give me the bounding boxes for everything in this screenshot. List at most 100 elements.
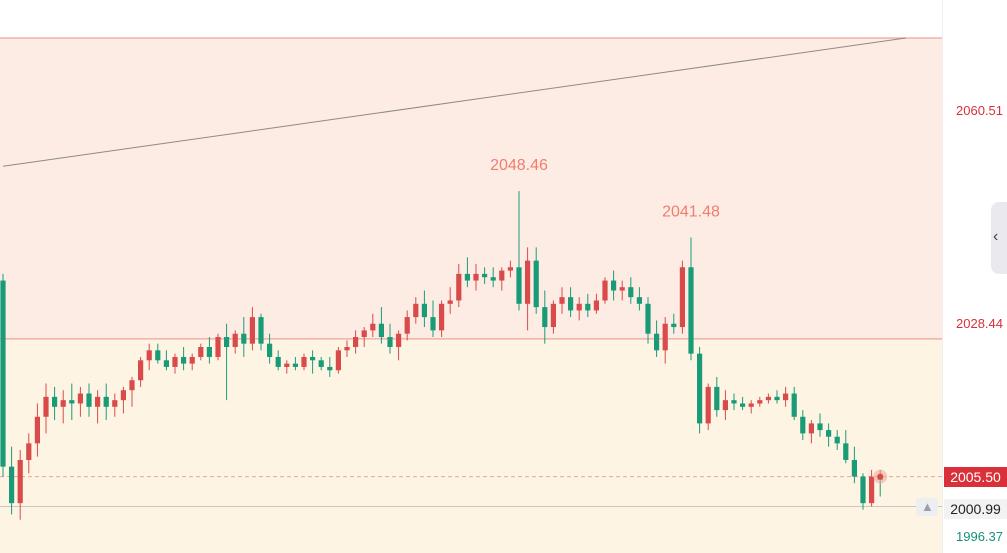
candle-up	[344, 347, 350, 351]
candle-down	[628, 287, 634, 298]
candle-up	[525, 260, 531, 304]
candle-down	[52, 396, 58, 407]
candle-down	[826, 430, 832, 437]
candle-down	[533, 260, 539, 308]
candle-up	[404, 317, 410, 334]
candle-up	[413, 303, 419, 318]
collapse-panel-button[interactable]: ‹	[991, 202, 1007, 274]
candle-down	[654, 333, 660, 351]
price-axis-tick: 2060.51	[956, 103, 1003, 119]
candle-down	[774, 396, 780, 401]
bell-icon: ▲	[921, 498, 934, 514]
candle-down	[697, 353, 703, 424]
candle-down	[645, 303, 651, 334]
price-alert-button[interactable]: ▲	[916, 497, 938, 516]
candle-down	[258, 317, 264, 344]
candle-down	[714, 386, 720, 411]
trendline	[2, 37, 907, 167]
candle-down	[387, 337, 393, 347]
candle-up	[249, 317, 255, 344]
candle-up	[619, 287, 625, 291]
candle-up	[808, 423, 814, 434]
candle-down	[671, 323, 677, 328]
support-zone	[0, 338, 942, 553]
candle-down	[731, 400, 737, 404]
candle-up	[34, 416, 40, 444]
candle-down	[421, 303, 427, 318]
resistance-zone	[0, 38, 942, 339]
current-price-tag: 2005.50	[944, 466, 1007, 487]
candle-down	[0, 280, 6, 467]
candle-down	[636, 297, 642, 304]
candle-up	[60, 400, 66, 407]
candle-down	[740, 403, 746, 407]
candle-down	[206, 347, 212, 357]
candle-up	[559, 297, 565, 304]
candle-up	[662, 323, 668, 351]
candle-up	[138, 360, 144, 381]
candle-up	[396, 333, 402, 347]
candle-down	[817, 423, 823, 431]
high-price-label: 2048.46	[490, 157, 548, 174]
candle-up	[189, 356, 195, 364]
candle-up	[507, 267, 513, 271]
candle-up	[172, 356, 178, 367]
candle-down	[688, 267, 694, 354]
candle-up	[17, 459, 23, 504]
candle-up	[26, 443, 32, 460]
candle-down	[542, 307, 548, 328]
candle-up	[439, 303, 445, 331]
candle-up	[112, 400, 118, 407]
candle-down	[834, 436, 840, 444]
candle-down	[860, 476, 866, 504]
candle-up	[748, 403, 754, 407]
candle-down	[851, 459, 857, 477]
candle-up	[370, 323, 376, 331]
price-axis[interactable]: 2060.51 2028.44 1996.37 2005.50 2000.99 …	[942, 0, 1007, 553]
candlestick-chart[interactable]: 2048.46 2041.48	[0, 0, 942, 553]
candle-down	[430, 317, 436, 331]
candle-down	[267, 343, 273, 357]
candle-down	[843, 443, 849, 460]
candle-down	[490, 277, 496, 281]
high-price-label: 2041.48	[662, 203, 720, 220]
candle-up	[447, 300, 453, 304]
candle-down	[482, 273, 488, 278]
candle-down	[378, 323, 384, 338]
price-axis-tick: 2028.44	[956, 316, 1003, 332]
candle-up	[95, 396, 101, 407]
candle-up	[335, 350, 341, 371]
candle-up	[232, 333, 238, 347]
candle-up	[353, 337, 359, 347]
candle-up	[77, 393, 83, 404]
candle-down	[585, 303, 591, 311]
candle-up	[602, 280, 608, 301]
candle-down	[275, 356, 281, 367]
chart-canvas[interactable]: 2048.46 2041.48	[0, 0, 942, 553]
candle-up	[757, 400, 763, 404]
candle-down	[224, 337, 230, 347]
candle-up	[120, 390, 126, 401]
candle-up	[198, 347, 204, 357]
candle-down	[568, 297, 574, 311]
candle-down	[181, 356, 187, 364]
candle-up	[129, 380, 135, 391]
candle-up	[869, 476, 875, 504]
candle-up	[284, 363, 290, 367]
candle-up	[473, 273, 479, 281]
candle-down	[516, 267, 522, 304]
candle-down	[464, 273, 470, 281]
candle-down	[241, 333, 247, 344]
candle-down	[9, 466, 15, 504]
candle-up	[722, 400, 728, 411]
candle-down	[155, 350, 161, 361]
candle-up	[576, 303, 582, 311]
candle-down	[611, 280, 617, 291]
candle-up	[765, 396, 771, 401]
candle-down	[69, 400, 75, 404]
candle-down	[292, 363, 298, 367]
candle-up	[499, 270, 505, 281]
candle-up	[146, 350, 152, 361]
chevron-left-icon: ‹	[993, 228, 999, 245]
reference-price-tag: 2000.99	[944, 498, 1007, 519]
